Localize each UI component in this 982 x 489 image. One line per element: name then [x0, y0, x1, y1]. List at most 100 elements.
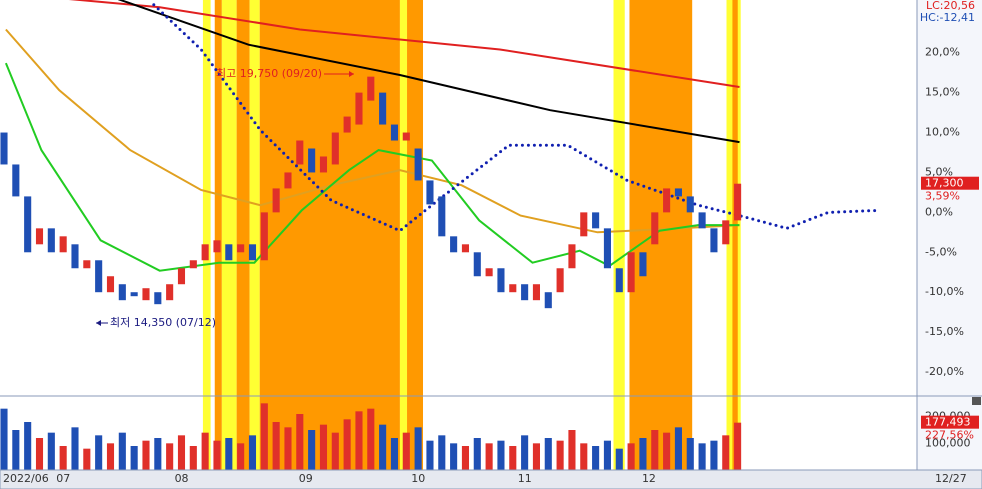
volume-bar — [95, 435, 103, 470]
candle-body — [166, 284, 174, 301]
volume-bar — [544, 438, 552, 470]
candle-body — [438, 196, 446, 237]
candle-body — [414, 148, 422, 181]
y-tick-label: 10,0% — [925, 126, 960, 139]
signal-band — [249, 0, 260, 470]
signal-band — [202, 0, 211, 470]
volume-bar — [272, 422, 280, 470]
last-price-box — [921, 176, 979, 190]
candle-body — [592, 212, 600, 229]
candle-body — [284, 172, 292, 189]
volume-bar — [154, 438, 162, 470]
volume-bar — [710, 440, 718, 470]
volume-bar — [213, 440, 221, 470]
candle-body — [544, 292, 552, 309]
volume-bar — [615, 448, 623, 470]
volume-bar — [414, 427, 422, 470]
candle-body — [686, 196, 694, 213]
signal-band — [236, 0, 250, 470]
volume-bar — [189, 446, 197, 470]
moving-average — [5, 28, 740, 234]
candle-body — [130, 292, 138, 297]
candle-body — [71, 244, 79, 269]
volume-bar — [319, 424, 328, 470]
close-icon[interactable] — [972, 397, 981, 405]
candle-body — [95, 260, 103, 293]
volume-bar — [12, 430, 20, 470]
candle-body — [568, 244, 576, 269]
candle-body — [722, 220, 730, 245]
candle-body — [225, 244, 233, 261]
volume-bar — [532, 443, 541, 470]
candle-body — [343, 116, 351, 133]
candle-body — [615, 268, 623, 293]
signal-band — [732, 0, 738, 470]
y-tick-label: 0,0% — [925, 205, 953, 218]
candle-body — [308, 148, 316, 173]
y-tick-label: -10,0% — [925, 285, 964, 298]
candle-body — [402, 132, 410, 141]
volume-bar — [260, 403, 268, 470]
volume-bar — [106, 443, 115, 470]
last-change: 3,59% — [925, 190, 960, 203]
candle-body — [59, 236, 67, 253]
volume-bar — [296, 414, 304, 470]
volume-bar — [473, 438, 481, 470]
signal-band — [214, 0, 222, 470]
candle-body — [485, 268, 493, 277]
candle-body — [355, 92, 363, 125]
volume-bar — [426, 440, 434, 470]
y-tick-label: -5,0% — [925, 245, 957, 258]
y-tick-label: 20,0% — [925, 46, 960, 59]
y-tick-label: -20,0% — [925, 365, 964, 378]
candle-body — [177, 268, 186, 285]
volume-bar — [390, 438, 399, 470]
candle-body — [248, 244, 257, 261]
candle-body — [532, 284, 541, 301]
volume-bar — [24, 422, 32, 470]
volume-bar — [284, 427, 292, 470]
candle-body — [24, 196, 32, 253]
candle-body — [509, 284, 517, 293]
moving-average — [117, 0, 740, 144]
candle-body — [580, 212, 588, 237]
volume-bar — [71, 427, 79, 470]
volume-bar — [651, 430, 659, 470]
volume-bar — [722, 435, 730, 470]
candle-body — [556, 268, 564, 293]
volume-bar — [118, 432, 126, 470]
candle-body — [201, 244, 209, 261]
volume-bar — [698, 443, 706, 470]
candle-body — [663, 188, 671, 213]
candle-body — [450, 236, 458, 253]
volume-bar — [83, 448, 91, 470]
candle-body — [213, 240, 221, 253]
x-tick-label: 07 — [56, 472, 70, 485]
volume-bar — [142, 440, 150, 470]
candle-body — [319, 156, 328, 173]
volume-bar — [402, 432, 410, 470]
candle-body — [473, 252, 481, 277]
end-date: 12/27 — [935, 472, 967, 485]
volume-ratio: 227,56% — [925, 429, 974, 442]
volume-bar — [47, 432, 55, 470]
candle-body — [390, 124, 399, 141]
x-tick-label: 11 — [518, 472, 532, 485]
volume-bar — [556, 440, 564, 470]
last-volume: 177,493 — [925, 416, 971, 429]
candle-body — [651, 212, 659, 245]
candle-body — [367, 76, 375, 101]
lc-label: LC:20,56 — [926, 0, 975, 12]
high-annotation: 최고 19,750 (09/20) — [216, 67, 322, 80]
volume-bar — [367, 408, 375, 470]
volume-bar — [485, 443, 493, 470]
low-arrow-head — [96, 320, 101, 326]
candle-body — [142, 288, 150, 301]
volume-bar — [308, 430, 316, 470]
hc-label: HC:-12,41 — [920, 11, 975, 24]
volume-bar — [248, 435, 257, 470]
volume-bar — [686, 438, 694, 470]
candle-body — [674, 188, 682, 197]
volume-bar — [343, 419, 351, 470]
